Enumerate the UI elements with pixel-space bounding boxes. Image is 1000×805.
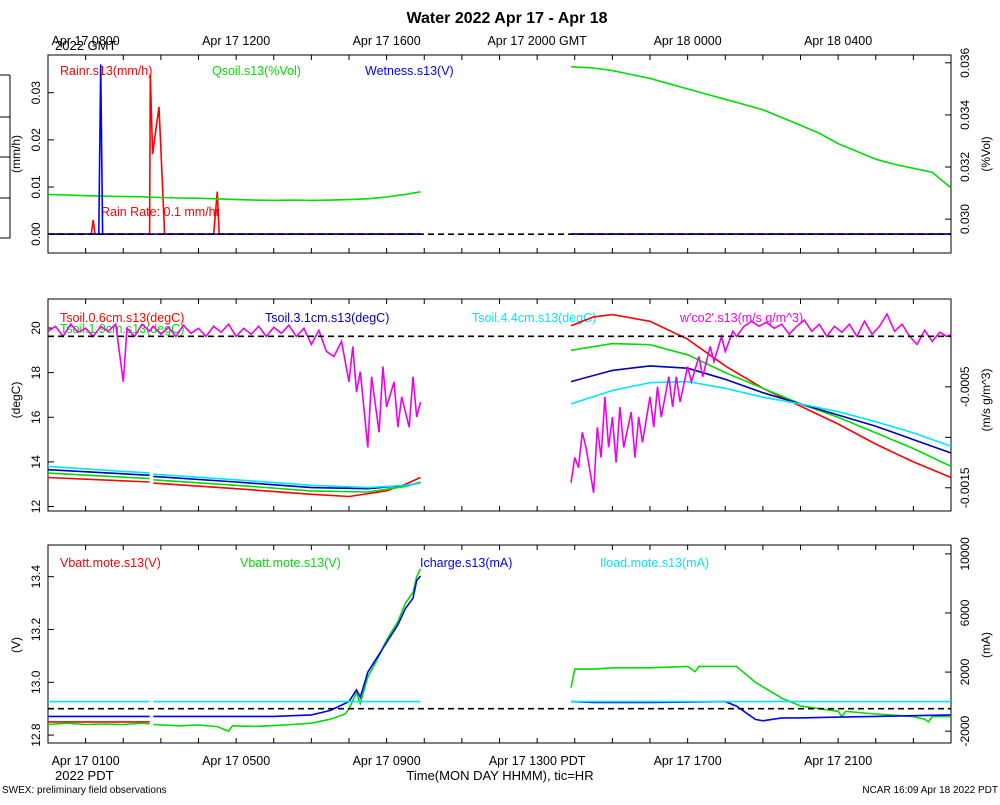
panel-battery-frame [47, 544, 952, 744]
y-tick-label-left: 0.00 [29, 222, 43, 246]
legend-tsoil-4-4: Tsoil.4.4cm.s13(degC) [472, 311, 596, 325]
legend-vbatt-green: Vbatt.mote.s13(V) [240, 556, 341, 570]
legend-wetness: Wetness.s13(V) [365, 64, 454, 78]
y-tick-label-left: 13.0 [29, 670, 43, 694]
bottom-axis-label: Apr 17 0500 [202, 754, 270, 768]
y-label-left-water: (mm/h) [9, 135, 23, 173]
y-tick-label-right: -0.0015 [958, 467, 972, 508]
y-label-right-temp: (m/s g/m^3) [979, 369, 993, 432]
panel-battery: Vbatt.mote.s13(V) Vbatt.mote.s13(V) Icha… [9, 544, 993, 744]
y-tick-label-right: 2000 [958, 658, 972, 685]
series-line-qsoil-s13-vol- [47, 191, 421, 202]
bottom-axis-label: Apr 17 0100 [52, 754, 120, 768]
series-line-tsoil-0-6cm-s13-degc- [47, 476, 150, 483]
series-line-tsoil-1-9cm-s13-degc- [153, 479, 421, 493]
series-line-tsoil-4-4cm-s13-degc- [153, 473, 421, 489]
series-line-tsoil-0-6cm-s13-degc- [153, 476, 421, 498]
legend-iload: Iload.mote.s13(mA) [600, 556, 709, 570]
y-tick-label-left: 0.01 [29, 175, 43, 199]
series-line-vbatt-mote-s13-v- [153, 568, 422, 733]
chart-title: Water 2022 Apr 17 - Apr 18 [407, 10, 608, 27]
y-tick-label-left: 20 [29, 321, 43, 335]
series-line-vbatt-mote-s13-v- [47, 722, 150, 726]
top-axis-label: Apr 17 0800 [52, 34, 120, 48]
series-line-tsoil-4-4cm-s13-degc- [47, 465, 150, 474]
legend-icharge: Icharge.s13(mA) [420, 556, 512, 570]
y-tick-label-left: 18 [29, 366, 43, 380]
series-line-tsoil-1-9cm-s13-degc- [47, 472, 150, 480]
series-line-qsoil-s13-vol- [570, 65, 952, 189]
y-label-left-batt: (V) [9, 637, 23, 653]
top-axis-label: Apr 18 0400 [804, 34, 872, 48]
bottom-axis-label: Apr 17 2100 [804, 754, 872, 768]
series-line-vbatt-mote-s13-v- [570, 665, 951, 724]
legend-vbatt-red: Vbatt.mote.s13(V) [60, 556, 161, 570]
series-line-w-co2-s13-m-s-g-m-3- [47, 322, 422, 448]
legend-wco2: w'co2'.s13(m/s g/m^3) [679, 311, 803, 325]
y-tick-label-right: 10000 [958, 537, 972, 571]
legend-tsoil-0-6: Tsoil.0.6cm.s13(degC) [60, 311, 184, 325]
top-axis-label: Apr 18 0000 [654, 34, 722, 48]
panel-water-frame [47, 54, 952, 254]
y-label-right-water: (%Vol) [979, 136, 993, 171]
y-tick-label-left: 14 [29, 455, 43, 469]
top-axis-label: Apr 17 2000 GMT [487, 34, 587, 48]
y-tick-label-right: 0.036 [958, 47, 972, 77]
top-axis-sublabel: 2022 GMT [55, 38, 116, 53]
series-line-tsoil-0-6cm-s13-degc- [570, 313, 952, 479]
bottom-axis-label: Apr 17 1300 PDT [489, 754, 586, 768]
chart-marks: Apr 17 0800 Apr 17 1200 Apr 17 1600 Apr 17 … [29, 34, 972, 768]
series-line-icharge-s13-ma- [153, 575, 422, 718]
top-axis-label: Apr 17 1600 [353, 34, 421, 48]
y-tick-label-left: 0.02 [29, 128, 43, 152]
y-tick-label-left: 13.2 [29, 617, 43, 641]
y-label-right-batt: (mA) [979, 632, 993, 658]
top-axis-label: Apr 17 1200 [202, 34, 270, 48]
bottom-axis-sublabel: 2022 PDT [55, 768, 114, 783]
series-line-w-co2-s13-m-s-g-m-3- [570, 312, 952, 493]
rain-rate-annotation: Rain Rate: 0.1 mm/hr [101, 205, 220, 219]
y-tick-label-left: 13.4 [29, 565, 43, 589]
y-tick-label-left: 0.03 [29, 81, 43, 105]
bottom-axis-label: Apr 17 1700 [654, 754, 722, 768]
legend-rainr: Rainr.s13(mm/h) [60, 64, 152, 78]
footer-right: NCAR 16:09 Apr 18 2022 PDT [862, 785, 998, 796]
y-tick-label-right: 0.030 [958, 204, 972, 234]
y-tick-label-left: 12 [29, 500, 43, 514]
y-tick-label-right: 6000 [958, 599, 972, 626]
legend-qsoil: Qsoil.s13(%Vol) [212, 64, 301, 78]
y-label-left-temp: (degC) [9, 382, 23, 419]
y-tick-label-right: -0.0005 [958, 366, 972, 407]
footer-left: SWEX: preliminary field observations [2, 785, 167, 796]
legend-tsoil-3-1: Tsoil.3.1cm.s13(degC) [265, 311, 389, 325]
x-axis-title: Time(MON DAY HHMM), tic=HR [406, 768, 593, 783]
y-tick-label-left: 12.8 [29, 723, 43, 747]
series-line-tsoil-3-1cm-s13-degc- [570, 365, 952, 454]
y-tick-label-right: 0.034 [958, 100, 972, 130]
y-tick-label-right: -2000 [958, 716, 972, 747]
bottom-axis-label: Apr 17 0900 [353, 754, 421, 768]
series-line-tsoil-4-4cm-s13-degc- [570, 380, 952, 448]
series-line-icharge-s13-ma- [570, 700, 952, 722]
y-tick-label-right: 0.032 [958, 152, 972, 182]
series-line-tsoil-3-1cm-s13-degc- [47, 468, 150, 477]
panel-water: Rainr.s13(mm/h) Qsoil.s13(%Vol) Wetness.… [0, 54, 993, 254]
y-tick-label-left: 16 [29, 410, 43, 424]
series-line-tsoil-1-9cm-s13-degc- [570, 342, 952, 468]
